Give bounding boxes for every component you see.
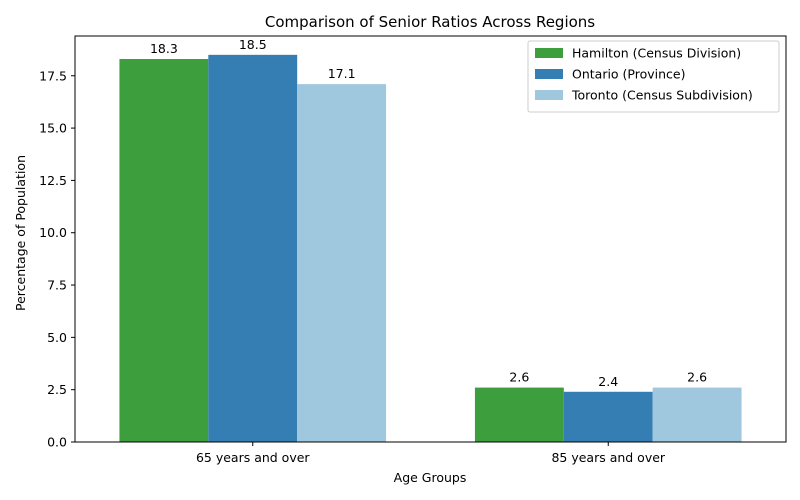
legend-label-1: Hamilton (Census Division) xyxy=(572,46,741,61)
legend-label-3: Toronto (Census Subdivision) xyxy=(571,88,753,103)
axes-frame xyxy=(74,35,787,443)
data-label: 2.6 xyxy=(509,370,529,385)
legend-label-2: Ontario (Province) xyxy=(572,67,686,82)
y-tick-label: 17.5 xyxy=(39,68,67,83)
y-tick-label: 10.0 xyxy=(39,225,67,240)
bar-2-2 xyxy=(563,391,653,442)
chart-title: Comparison of Senior Ratios Across Regio… xyxy=(265,13,595,31)
data-label: 2.4 xyxy=(598,374,618,389)
bar-3-2 xyxy=(652,387,742,442)
bar-3-1 xyxy=(297,84,387,442)
y-tick-label: 7.5 xyxy=(47,278,67,293)
legend-swatch-3 xyxy=(535,90,563,100)
y-tick-label: 5.0 xyxy=(47,330,67,345)
legend: Hamilton (Census Division) Ontario (Provi… xyxy=(527,40,780,113)
y-axis-label: Percentage of Population xyxy=(13,155,28,311)
legend-box xyxy=(527,40,780,113)
y-tick-label: 2.5 xyxy=(47,382,67,397)
x-axis-label: Age Groups xyxy=(394,470,467,485)
data-label: 18.3 xyxy=(150,41,178,56)
bar-1-2 xyxy=(474,387,564,442)
data-label: 2.6 xyxy=(687,370,707,385)
y-tick-label: 15.0 xyxy=(39,121,67,136)
legend-swatch-2 xyxy=(535,69,563,79)
data-label: 18.5 xyxy=(239,37,267,52)
bar-2-1 xyxy=(208,54,298,442)
bar-1-1 xyxy=(119,59,209,442)
x-tick-label: 85 years and over xyxy=(551,450,665,465)
y-tick-label: 12.5 xyxy=(39,173,67,188)
y-tick-label: 0.0 xyxy=(47,435,67,450)
plot-area: 18.3 2.6 18.5 2.4 17.1 2.6 0.0 2.5 5.0 7.5 10.0 12.… xyxy=(39,35,787,465)
legend-swatch-1 xyxy=(535,48,563,58)
data-label: 17.1 xyxy=(328,66,356,81)
x-tick-label: 65 years and over xyxy=(196,450,310,465)
